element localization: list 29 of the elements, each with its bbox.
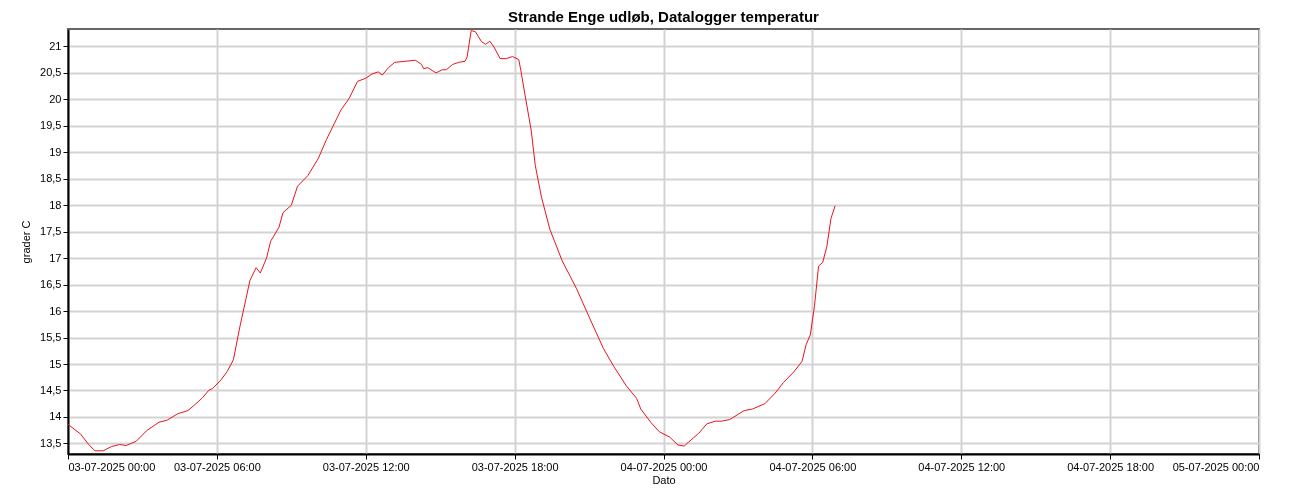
line-series	[67, 30, 836, 452]
x-tick-label: 04-07-2025 06:00	[769, 460, 857, 473]
y-tick-label: 17	[49, 251, 62, 264]
y-tick-label: 19	[49, 145, 62, 158]
y-tick-label: 20	[49, 92, 62, 105]
x-axis-title: Dato	[652, 473, 676, 486]
x-tick-label: 03-07-2025 06:00	[173, 460, 261, 473]
y-tick-label: 16	[49, 304, 62, 317]
x-tick-label: 03-07-2025 00:00	[68, 460, 156, 473]
y-tick-label: 15,5	[40, 331, 62, 344]
x-tick-label: 05-07-2025 00:00	[1172, 460, 1260, 473]
x-tick-label: 04-07-2025 00:00	[620, 460, 708, 473]
y-tick-label: 14,5	[40, 383, 62, 396]
y-tick-label: 21	[49, 39, 62, 52]
y-tick-label: 17,5	[40, 225, 62, 238]
y-tick-label: 20,5	[40, 66, 62, 79]
y-tick-label: 14	[49, 410, 62, 423]
y-tick-label: 13,5	[40, 436, 62, 449]
y-tick-label: 18	[49, 198, 62, 211]
y-tick-label: 15	[49, 357, 62, 370]
x-tick-label: 03-07-2025 12:00	[322, 460, 410, 473]
x-tick-label: 04-07-2025 12:00	[918, 460, 1006, 473]
y-axis-title: grader C	[20, 220, 33, 264]
y-tick-label: 16,5	[40, 278, 62, 291]
x-tick-label: 04-07-2025 18:00	[1067, 460, 1155, 473]
y-tick-label: 19,5	[40, 119, 62, 132]
chart-title: Strande Enge udløb, Datalogger temperatur	[508, 8, 820, 25]
x-tick-label: 03-07-2025 18:00	[471, 460, 559, 473]
y-tick-label: 18,5	[40, 172, 62, 185]
